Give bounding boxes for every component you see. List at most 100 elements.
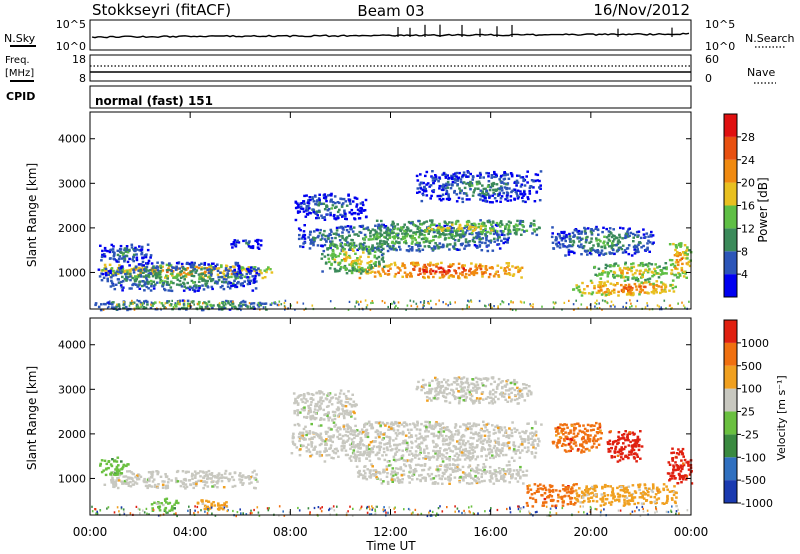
range-time-cell [250, 302, 254, 305]
range-time-cell [327, 237, 330, 240]
range-time-cell [237, 264, 241, 268]
range-time-cell [468, 449, 471, 453]
range-time-cell [367, 252, 371, 255]
range-time-cell [357, 247, 361, 250]
range-time-cell [506, 182, 510, 185]
range-time-cell [620, 283, 623, 287]
range-time-cell [632, 276, 635, 279]
range-time-cell [669, 283, 672, 287]
range-time-cell [502, 191, 505, 195]
range-time-cell [517, 268, 520, 271]
range-time-cell [349, 225, 353, 228]
range-time-cell [530, 179, 534, 182]
range-time-cell [458, 458, 462, 461]
range-time-cell [152, 284, 156, 287]
range-time-cell [603, 240, 606, 243]
range-time-cell [212, 266, 215, 269]
range-time-cell [568, 235, 572, 238]
range-time-cell [621, 251, 625, 254]
speckle-cell [393, 300, 395, 303]
range-time-cell [197, 273, 201, 276]
range-time-cell [329, 435, 333, 438]
range-time-cell [258, 270, 262, 273]
range-time-cell [521, 449, 524, 452]
range-time-cell [516, 197, 520, 200]
range-time-cell [555, 242, 559, 245]
range-time-cell [388, 234, 391, 237]
range-time-cell [427, 240, 431, 243]
range-time-cell [336, 430, 340, 433]
range-time-cell [346, 225, 350, 228]
range-time-cell [429, 219, 432, 222]
range-time-cell [173, 503, 176, 506]
range-time-cell [380, 248, 383, 252]
range-time-cell [529, 185, 532, 188]
range-time-cell [654, 270, 657, 273]
range-time-cell [604, 284, 607, 287]
range-time-cell [318, 193, 321, 196]
speckle-cell [150, 303, 152, 306]
range-time-cell [350, 238, 353, 242]
range-time-cell [603, 271, 607, 274]
range-time-cell [458, 248, 461, 251]
range-time-cell [438, 194, 442, 198]
range-time-cell [447, 443, 450, 447]
range-time-cell [596, 228, 600, 231]
range-time-cell [589, 279, 593, 283]
range-time-cell [475, 235, 478, 238]
range-time-cell [338, 252, 342, 255]
range-time-cell [172, 281, 175, 285]
range-time-cell [385, 230, 388, 233]
range-time-cell [366, 261, 369, 265]
range-time-cell [233, 471, 237, 475]
range-time-cell [122, 463, 126, 467]
range-time-cell [295, 446, 299, 449]
range-time-cell [164, 473, 167, 476]
range-time-cell [197, 471, 200, 475]
range-time-cell [451, 438, 455, 441]
range-time-cell [347, 437, 351, 440]
range-time-cell [451, 223, 454, 226]
colorbar-tick-label: 28 [741, 131, 755, 144]
range-time-cell [492, 188, 495, 192]
range-time-cell [442, 443, 445, 446]
range-time-cell [132, 253, 136, 256]
range-time-cell [630, 269, 633, 273]
range-time-cell [562, 235, 566, 238]
range-time-cell [370, 260, 373, 263]
range-time-cell [621, 237, 624, 240]
range-time-cell [151, 480, 155, 483]
range-time-cell [573, 235, 576, 238]
range-time-cell [610, 246, 614, 250]
range-time-cell [202, 276, 205, 279]
range-time-cell [216, 486, 219, 489]
range-time-cell [518, 174, 521, 177]
range-time-cell [447, 228, 450, 231]
range-time-cell [330, 456, 333, 459]
range-time-cell [341, 236, 344, 240]
range-time-cell [599, 283, 602, 286]
colorbar-swatch [724, 114, 737, 137]
range-time-cell [449, 263, 452, 266]
range-time-cell [132, 255, 135, 258]
range-time-cell [325, 240, 328, 243]
range-time-cell [128, 264, 131, 267]
range-time-cell [361, 248, 365, 251]
range-time-cell [472, 273, 476, 277]
range-time-cell [138, 267, 141, 270]
range-time-cell [349, 246, 353, 249]
range-time-cell [379, 229, 383, 232]
range-time-cell [179, 480, 183, 483]
range-time-cell [319, 238, 323, 241]
range-time-cell [220, 275, 224, 279]
range-time-cell [468, 232, 471, 236]
range-time-cell [393, 261, 397, 265]
range-time-cell [497, 243, 501, 246]
range-time-cell [438, 197, 442, 201]
range-time-cell [203, 279, 207, 282]
range-time-cell [156, 266, 160, 269]
range-time-cell [454, 446, 458, 449]
range-time-cell [417, 245, 420, 248]
range-time-cell [115, 260, 119, 263]
range-time-cell [617, 264, 620, 267]
